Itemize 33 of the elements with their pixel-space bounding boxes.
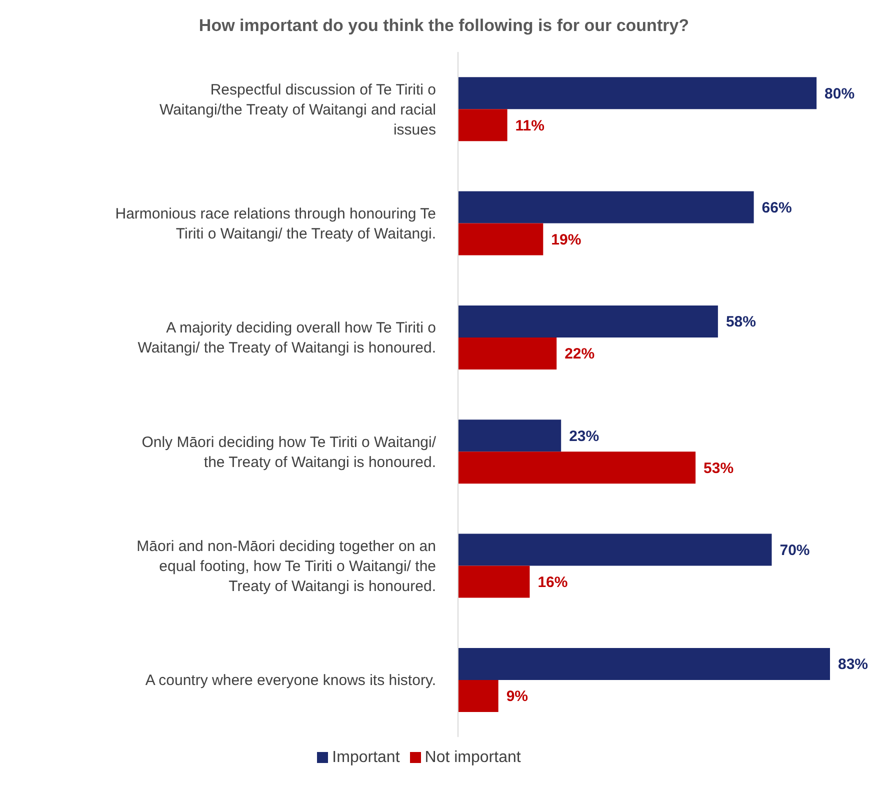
data-label: 16% (538, 574, 568, 592)
y-tick-label: Respectful discussion of Te Tiriti o Waitangi/the Treaty of Waitangi and racial issues (159, 81, 436, 138)
bar (458, 534, 772, 566)
y-tick-label: Māori and non-Māori deciding together on an equal footing, how Te Tiriti o Waitangi/ the Treaty of Waitangi is honoured. (136, 538, 436, 595)
chart-title: How important do you think the following is for our country? (198, 15, 690, 37)
y-tick-label: A majority deciding overall how Te Tiriti o Waitangi/ the Treaty of Waitangi is honoured. (138, 320, 436, 357)
bar (458, 566, 530, 598)
data-label: 53% (704, 460, 734, 477)
bar (458, 337, 557, 370)
data-label: 80% (824, 85, 855, 102)
bar (458, 420, 562, 452)
y-tick-label: A country where everyone knows its history. (145, 672, 436, 690)
bar (458, 109, 508, 142)
data-label: 11% (515, 117, 545, 134)
data-label: 83% (838, 656, 868, 674)
legend-label: Important (332, 749, 400, 766)
y-tick-label: Harmonious race relations through honouring Te Tiriti o Waitangi/ the Treaty of Waitangi. (115, 206, 436, 242)
data-label: 22% (564, 346, 595, 363)
bar (458, 452, 696, 484)
data-label: 66% (762, 200, 792, 217)
legend-label: Not important (424, 749, 521, 766)
bar (458, 305, 718, 338)
y-tick-label: Only Māori deciding how Te Tiriti o Waitangi/ the Treaty of Waitangi is honoured. (142, 434, 437, 471)
data-label: 58% (726, 314, 756, 331)
bar (458, 77, 817, 110)
data-label: 23% (569, 428, 600, 445)
bar (458, 680, 498, 712)
bar (458, 223, 544, 256)
data-label: 70% (780, 542, 810, 560)
bar (458, 648, 830, 680)
data-label: 19% (551, 232, 582, 249)
data-label: 9% (506, 688, 528, 706)
bar (458, 191, 754, 224)
